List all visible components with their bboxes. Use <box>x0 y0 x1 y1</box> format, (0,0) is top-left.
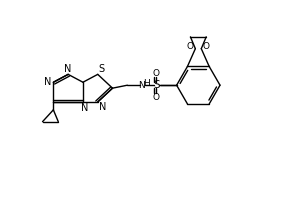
Text: O: O <box>203 42 210 51</box>
Text: O: O <box>152 69 159 78</box>
Text: N: N <box>99 102 106 112</box>
Text: H: H <box>143 79 149 88</box>
Text: N: N <box>64 64 72 74</box>
Text: N: N <box>81 103 88 113</box>
Text: S: S <box>154 80 160 90</box>
Text: S: S <box>99 64 105 74</box>
Text: O: O <box>152 93 159 102</box>
Text: N: N <box>138 81 145 90</box>
Text: O: O <box>187 42 194 51</box>
Text: N: N <box>44 77 51 87</box>
